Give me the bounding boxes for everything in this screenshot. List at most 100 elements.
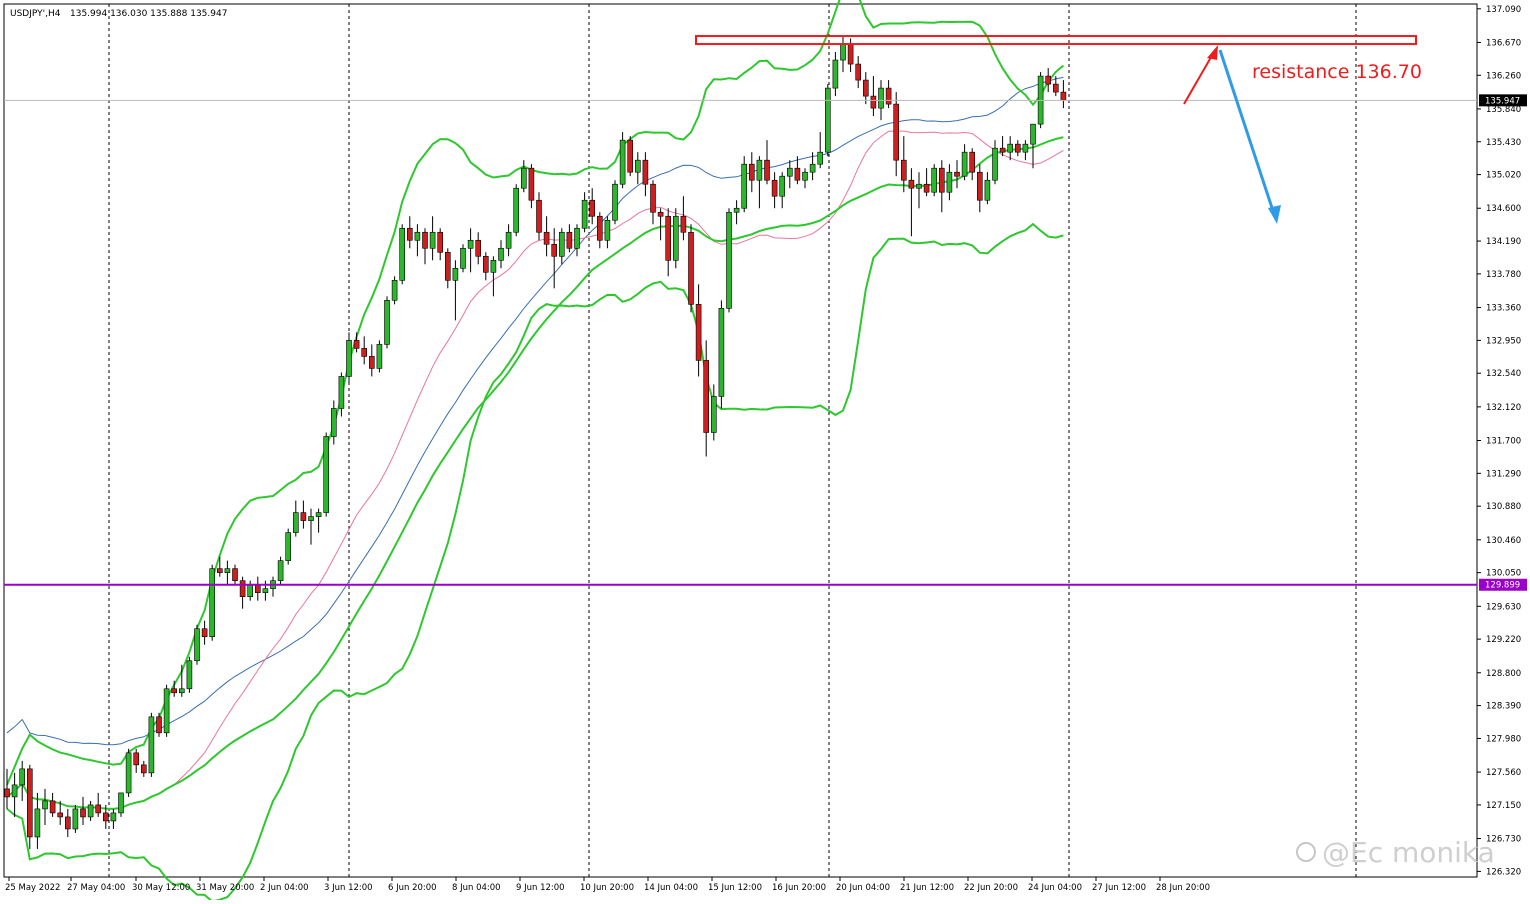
moving-average-slow (6, 76, 1064, 746)
candle (209, 564, 215, 641)
candle-body (4, 788, 10, 798)
candle-body (627, 139, 634, 173)
candle (536, 192, 542, 241)
candle (201, 620, 208, 645)
candle (733, 200, 740, 225)
candle-body (976, 171, 983, 201)
candle (125, 748, 132, 797)
candle-body (444, 251, 451, 281)
moving-average-fast (6, 130, 1064, 810)
ohlc-readout: 135.994 136.030 135.888 135.947 (70, 9, 227, 19)
candle (141, 760, 147, 777)
candle (969, 148, 976, 181)
candle (802, 168, 808, 189)
candle-body (748, 163, 755, 181)
candle (460, 244, 466, 273)
candle-body (239, 580, 246, 597)
candle-body (422, 231, 428, 249)
candle-body (908, 179, 915, 189)
candle (368, 344, 375, 377)
y-axis-tick-label: 136.260 (1486, 71, 1521, 81)
candle (65, 808, 71, 837)
candle-body (338, 376, 345, 409)
candle (232, 564, 238, 585)
candle-layer (4, 36, 1067, 849)
y-axis-tick-label: 131.700 (1486, 437, 1521, 447)
x-axis-tick-label: 28 Jun 20:00 (1156, 883, 1210, 893)
x-axis-tick-label: 22 Jun 20:00 (964, 883, 1018, 893)
candle-body (406, 227, 413, 241)
candle-body (1053, 83, 1059, 93)
candle-body (110, 812, 117, 822)
y-axis-tick-label: 133.360 (1486, 304, 1521, 314)
candle (596, 212, 603, 249)
down-arrow-head (1268, 205, 1281, 224)
candle (543, 216, 550, 257)
candle-body (330, 408, 337, 437)
candle-body (954, 171, 960, 177)
candle-body (201, 628, 208, 638)
candle (672, 208, 679, 269)
candle-body (87, 804, 94, 818)
x-axis-tick-label: 9 Jun 12:00 (516, 883, 565, 893)
candle (467, 228, 474, 273)
candle (999, 136, 1006, 157)
bollinger-upper-band (6, 0, 1065, 786)
y-axis-tick-label: 129.630 (1486, 602, 1521, 612)
candle-body (817, 151, 824, 165)
candle-body (361, 348, 368, 357)
candle-body (642, 159, 649, 185)
candle-body (194, 628, 200, 662)
candle (399, 224, 406, 285)
candle-body (718, 308, 725, 397)
candle (558, 228, 565, 265)
candle-body (703, 360, 710, 433)
y-axis-tick-label: 130.050 (1486, 569, 1521, 579)
y-axis-tick-label: 126.730 (1486, 835, 1521, 845)
candle (1030, 123, 1036, 169)
candle (72, 804, 79, 833)
resistance-zone (695, 35, 1417, 46)
candle (194, 624, 200, 665)
x-axis-tick-label: 16 Jun 20:00 (772, 883, 826, 893)
candle (87, 800, 94, 821)
candle (49, 792, 56, 817)
candle-body (1060, 91, 1067, 101)
candle-body (103, 812, 109, 822)
resistance-annotation: resistance 136.70 (1252, 61, 1422, 83)
candle (179, 664, 185, 697)
candle-body (224, 568, 231, 573)
up-arrow-line (1183, 51, 1215, 105)
candle (680, 196, 687, 241)
candle (832, 52, 839, 97)
candle-body (688, 231, 694, 305)
candle-body (315, 512, 322, 517)
candle (330, 400, 337, 445)
candle (634, 152, 641, 185)
candle (954, 160, 960, 189)
candle-body (779, 175, 786, 197)
candle-body (300, 512, 307, 521)
candle (885, 80, 892, 109)
candle (688, 224, 694, 313)
candle-body (414, 231, 421, 241)
candle (931, 164, 938, 197)
candle-body (733, 207, 740, 213)
candle (817, 132, 824, 169)
candle-body (156, 716, 162, 734)
candle-body (391, 280, 398, 301)
candle-body (1007, 143, 1014, 153)
candle-body (353, 340, 360, 349)
y-axis-tick-label: 128.390 (1486, 702, 1521, 712)
candle-body (57, 812, 64, 818)
candle (338, 372, 345, 417)
candle-body (1022, 143, 1029, 153)
candle-body (923, 183, 930, 193)
y-axis-tick-label: 127.560 (1486, 768, 1521, 778)
candle (923, 168, 930, 197)
candle (429, 216, 436, 261)
up-arrow-head (1207, 45, 1218, 60)
candle (34, 792, 41, 849)
candle-body (764, 159, 770, 181)
candle-body (217, 568, 223, 573)
